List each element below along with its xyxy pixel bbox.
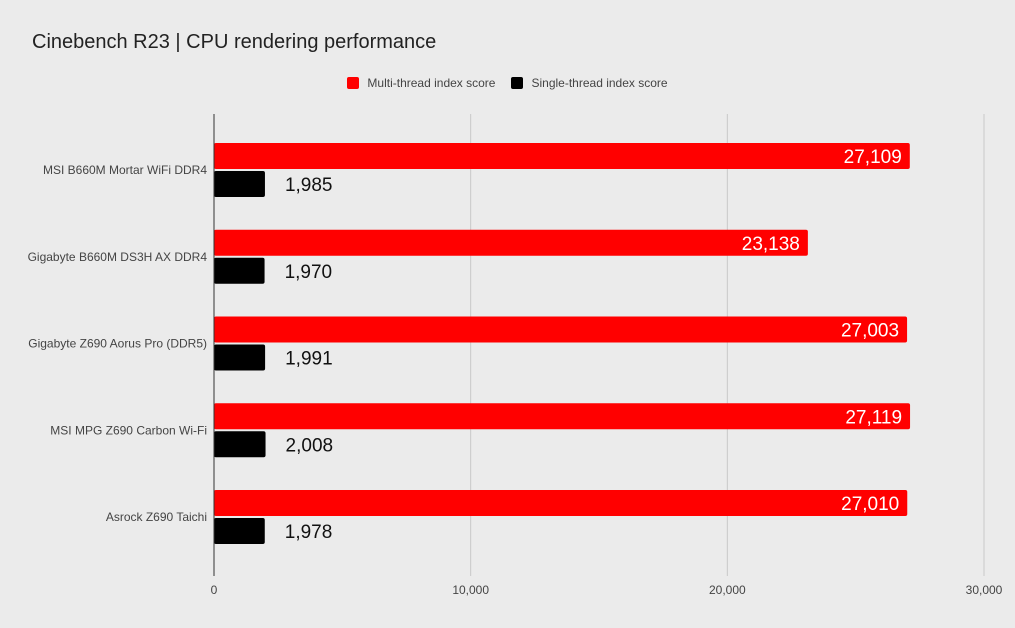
bar-multi-thread xyxy=(214,490,908,516)
bar-multi-thread xyxy=(214,316,908,343)
data-label: 2,008 xyxy=(286,435,334,456)
legend-item-single-thread: Single-thread index score xyxy=(511,76,668,90)
category-label: MSI B660M Mortar WiFi DDR4 xyxy=(43,163,207,177)
x-tick-label: 10,000 xyxy=(452,583,489,597)
data-label: 27,003 xyxy=(841,321,899,342)
data-label: 1,991 xyxy=(285,349,333,370)
category-label: Gigabyte B660M DS3H AX DDR4 xyxy=(28,250,208,264)
x-tick-label: 20,000 xyxy=(709,583,746,597)
bar-multi-thread xyxy=(214,229,808,256)
category-label: Asrock Z690 Taichi xyxy=(106,510,207,524)
bar-single-thread xyxy=(214,344,266,371)
x-tick-label: 30,000 xyxy=(966,583,1003,597)
x-tick-label: 0 xyxy=(211,583,218,597)
bar-multi-thread xyxy=(214,403,911,430)
data-label: 1,970 xyxy=(285,262,333,283)
data-label: 27,010 xyxy=(841,494,899,515)
legend-item-multi-thread: Multi-thread index score xyxy=(347,76,495,90)
legend-label-single-thread: Single-thread index score xyxy=(531,76,668,90)
data-label: 1,985 xyxy=(285,175,333,196)
category-label: Gigabyte Z690 Aorus Pro (DDR5) xyxy=(28,337,207,351)
bar-single-thread xyxy=(214,431,266,458)
chart-title: Cinebench R23 | CPU rendering performanc… xyxy=(32,31,437,53)
legend: Multi-thread index score Single-thread i… xyxy=(0,76,1015,90)
bar-single-thread xyxy=(214,257,265,284)
bar-multi-thread xyxy=(214,143,910,169)
data-label: 27,119 xyxy=(845,407,902,428)
legend-swatch-single-thread xyxy=(511,77,524,89)
bar-single-thread xyxy=(214,518,265,544)
data-label: 27,109 xyxy=(844,147,902,168)
category-label: MSI MPG Z690 Carbon Wi-Fi xyxy=(50,423,207,437)
bar-single-thread xyxy=(214,171,265,197)
data-label: 1,978 xyxy=(285,522,333,543)
legend-label-multi-thread: Multi-thread index score xyxy=(367,76,496,90)
data-label: 23,138 xyxy=(742,234,800,255)
legend-swatch-multi-thread xyxy=(347,77,360,89)
